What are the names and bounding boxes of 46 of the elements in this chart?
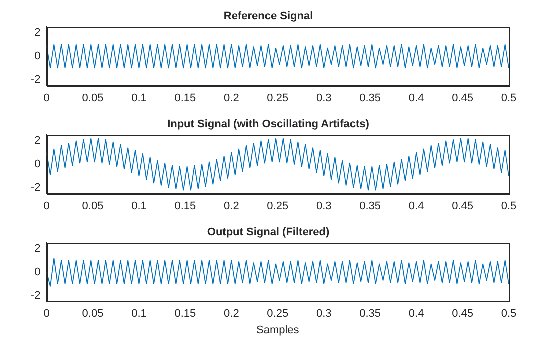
y-tick-label: 0 (34, 266, 41, 278)
x-tick-label: 0.25 (267, 92, 289, 104)
chart-title: Output Signal (Filtered) (207, 226, 330, 239)
x-tick-label: 0.5 (501, 308, 517, 320)
x-tick-label: 0.15 (174, 92, 196, 104)
y-tick-label: -2 (31, 74, 41, 86)
y-tick-label: 2 (34, 27, 41, 40)
chart-title: Reference Signal (224, 10, 314, 23)
x-tick-label: 0.05 (82, 92, 104, 104)
x-tick-label: 0.5 (501, 92, 517, 104)
x-tick-label: 0.25 (267, 200, 289, 212)
x-tick-label: 0.1 (132, 92, 147, 104)
x-tick-label: 0.2 (224, 92, 240, 104)
y-tick-label: -2 (31, 182, 41, 194)
x-tick-label: 0.05 (82, 308, 104, 320)
x-tick-label: 0.35 (360, 200, 382, 212)
x-tick-label: 0.05 (82, 200, 104, 212)
y-tick-label: 2 (34, 135, 41, 148)
x-tick-label: 0.1 (132, 308, 147, 320)
x-tick-label: 0.3 (316, 200, 332, 212)
chart-title: Input Signal (with Oscillating Artifacts) (168, 118, 370, 131)
x-tick-label: 0.35 (360, 92, 382, 104)
y-tick-label: -2 (31, 290, 41, 302)
x-tick-label: 0 (44, 308, 50, 320)
x-tick-label: 0.4 (408, 200, 424, 212)
x-tick-label: 0.1 (132, 200, 147, 212)
x-tick-label: 0.2 (224, 200, 240, 212)
x-tick-label: 0.5 (501, 200, 517, 212)
x-tick-label: 0.45 (452, 308, 474, 320)
x-axis-title: Samples (256, 324, 300, 336)
x-tick-label: 0.35 (360, 308, 382, 320)
x-tick-label: 0.3 (316, 308, 332, 320)
x-tick-label: 0.45 (452, 92, 474, 104)
x-tick-label: 0 (44, 92, 50, 104)
x-tick-label: 0.15 (174, 308, 196, 320)
y-tick-label: 2 (34, 243, 41, 256)
x-tick-label: 0.25 (267, 308, 289, 320)
x-tick-label: 0.2 (224, 308, 240, 320)
y-tick-label: 0 (34, 158, 41, 171)
x-tick-label: 0.4 (408, 92, 424, 104)
x-tick-label: 0.45 (452, 200, 474, 212)
y-tick-label: 0 (34, 50, 41, 63)
x-tick-label: 0 (44, 200, 50, 212)
x-tick-label: 0.15 (174, 200, 196, 212)
x-tick-label: 0.3 (316, 92, 332, 104)
x-tick-label: 0.4 (408, 308, 424, 320)
